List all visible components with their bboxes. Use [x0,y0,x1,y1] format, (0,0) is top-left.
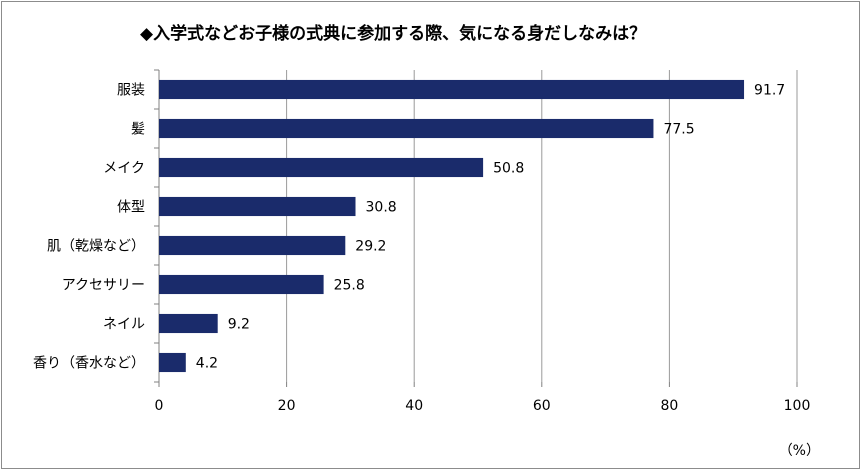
category-label: ネイル [103,317,145,333]
x-tick-label: 0 [155,398,164,414]
bar-3 [159,157,484,178]
x-tick-labels: 0 20 40 60 80 100 [155,398,811,414]
chart-title: ◆入学式などお子様の式典に参加する際、気になる身だしなみは？ [140,23,646,44]
category-label: 体型 [117,200,145,216]
value-label: 91.7 [754,83,785,99]
x-tick-label: 40 [405,398,423,414]
category-label: メイク [103,161,145,177]
value-label: 25.8 [334,278,365,294]
bars [159,79,745,373]
x-tick-label: 60 [533,398,551,414]
bar-1 [159,79,745,100]
bar-6 [159,274,324,295]
bar-5 [159,235,346,256]
value-label: 4.2 [196,356,218,372]
category-label: 香り（香水など） [33,356,145,372]
category-label: 髪 [131,122,145,138]
x-tick-label: 80 [660,398,678,414]
grid-lines [154,69,798,387]
value-label: 30.8 [366,200,397,216]
bar-8 [159,352,186,373]
value-label: 77.5 [663,122,694,138]
x-tick-label: 20 [278,398,296,414]
category-label: 服装 [117,83,145,99]
category-label: 肌（乾燥など） [47,239,145,255]
category-label: アクセサリー [62,278,145,294]
unit-label: （%） [779,443,820,459]
x-tick-label: 100 [784,398,811,414]
bar-4 [159,196,356,217]
value-label: 29.2 [355,239,386,255]
value-label: 9.2 [228,317,250,333]
bar-7 [159,313,218,334]
value-labels: 91.7 77.5 50.8 30.8 29.2 25.8 9.2 4.2 [196,83,785,372]
bar-2 [159,118,654,139]
value-label: 50.8 [493,161,524,177]
